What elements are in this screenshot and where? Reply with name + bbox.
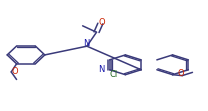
- Text: O: O: [99, 18, 105, 27]
- Text: N: N: [98, 65, 105, 74]
- Text: N: N: [83, 39, 89, 48]
- Text: Cl: Cl: [109, 70, 118, 79]
- Text: O: O: [12, 67, 18, 76]
- Text: O: O: [178, 69, 184, 78]
